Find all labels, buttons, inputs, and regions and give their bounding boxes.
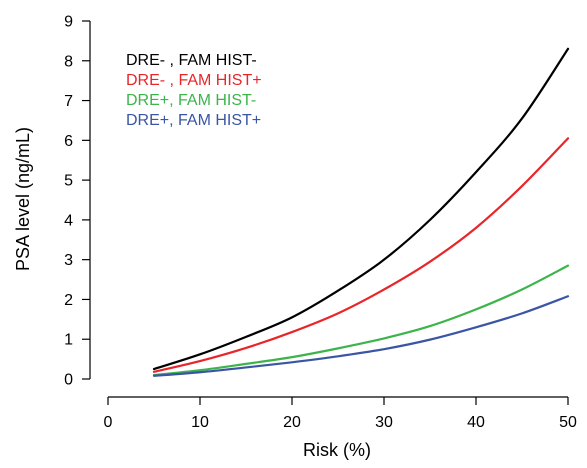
legend-entry-3: DRE+, FAM HIST- [126, 92, 256, 109]
x-tick-label: 0 [104, 414, 113, 431]
y-tick-label: 0 [64, 372, 73, 389]
series-line-3 [152, 264, 570, 377]
y-tick-label: 8 [64, 53, 73, 70]
x-tick-label: 50 [559, 414, 577, 431]
series-line-2 [152, 137, 570, 373]
y-tick-label: 5 [64, 173, 73, 190]
y-axis: 0 1 2 3 4 5 6 7 8 9 [64, 14, 91, 389]
x-tick-label: 10 [191, 414, 209, 431]
y-tick-label: 3 [64, 252, 73, 269]
legend-entry-4: DRE+, FAM HIST+ [126, 112, 261, 129]
series-line-1 [152, 47, 570, 371]
series-line-4 [152, 295, 570, 377]
legend: DRE- , FAM HIST- DRE- , FAM HIST+ DRE+, FA… [126, 52, 262, 129]
legend-entry-1: DRE- , FAM HIST- [126, 52, 257, 69]
y-tick-label: 2 [64, 292, 73, 309]
x-tick-label: 30 [375, 414, 393, 431]
y-tick-label: 9 [64, 14, 73, 31]
y-tick-label: 6 [64, 133, 73, 150]
x-axis-title: Risk (%) [303, 440, 371, 460]
legend-entry-2: DRE- , FAM HIST+ [126, 72, 262, 89]
x-tick-label: 40 [467, 414, 485, 431]
y-tick-label: 7 [64, 93, 73, 110]
series-layer [152, 47, 570, 377]
x-axis: 0 10 20 30 40 50 [104, 396, 577, 431]
y-tick-label: 4 [64, 212, 73, 229]
y-axis-title: PSA level (ng/mL) [13, 127, 33, 271]
x-tick-label: 20 [283, 414, 301, 431]
y-tick-label: 1 [64, 332, 73, 349]
